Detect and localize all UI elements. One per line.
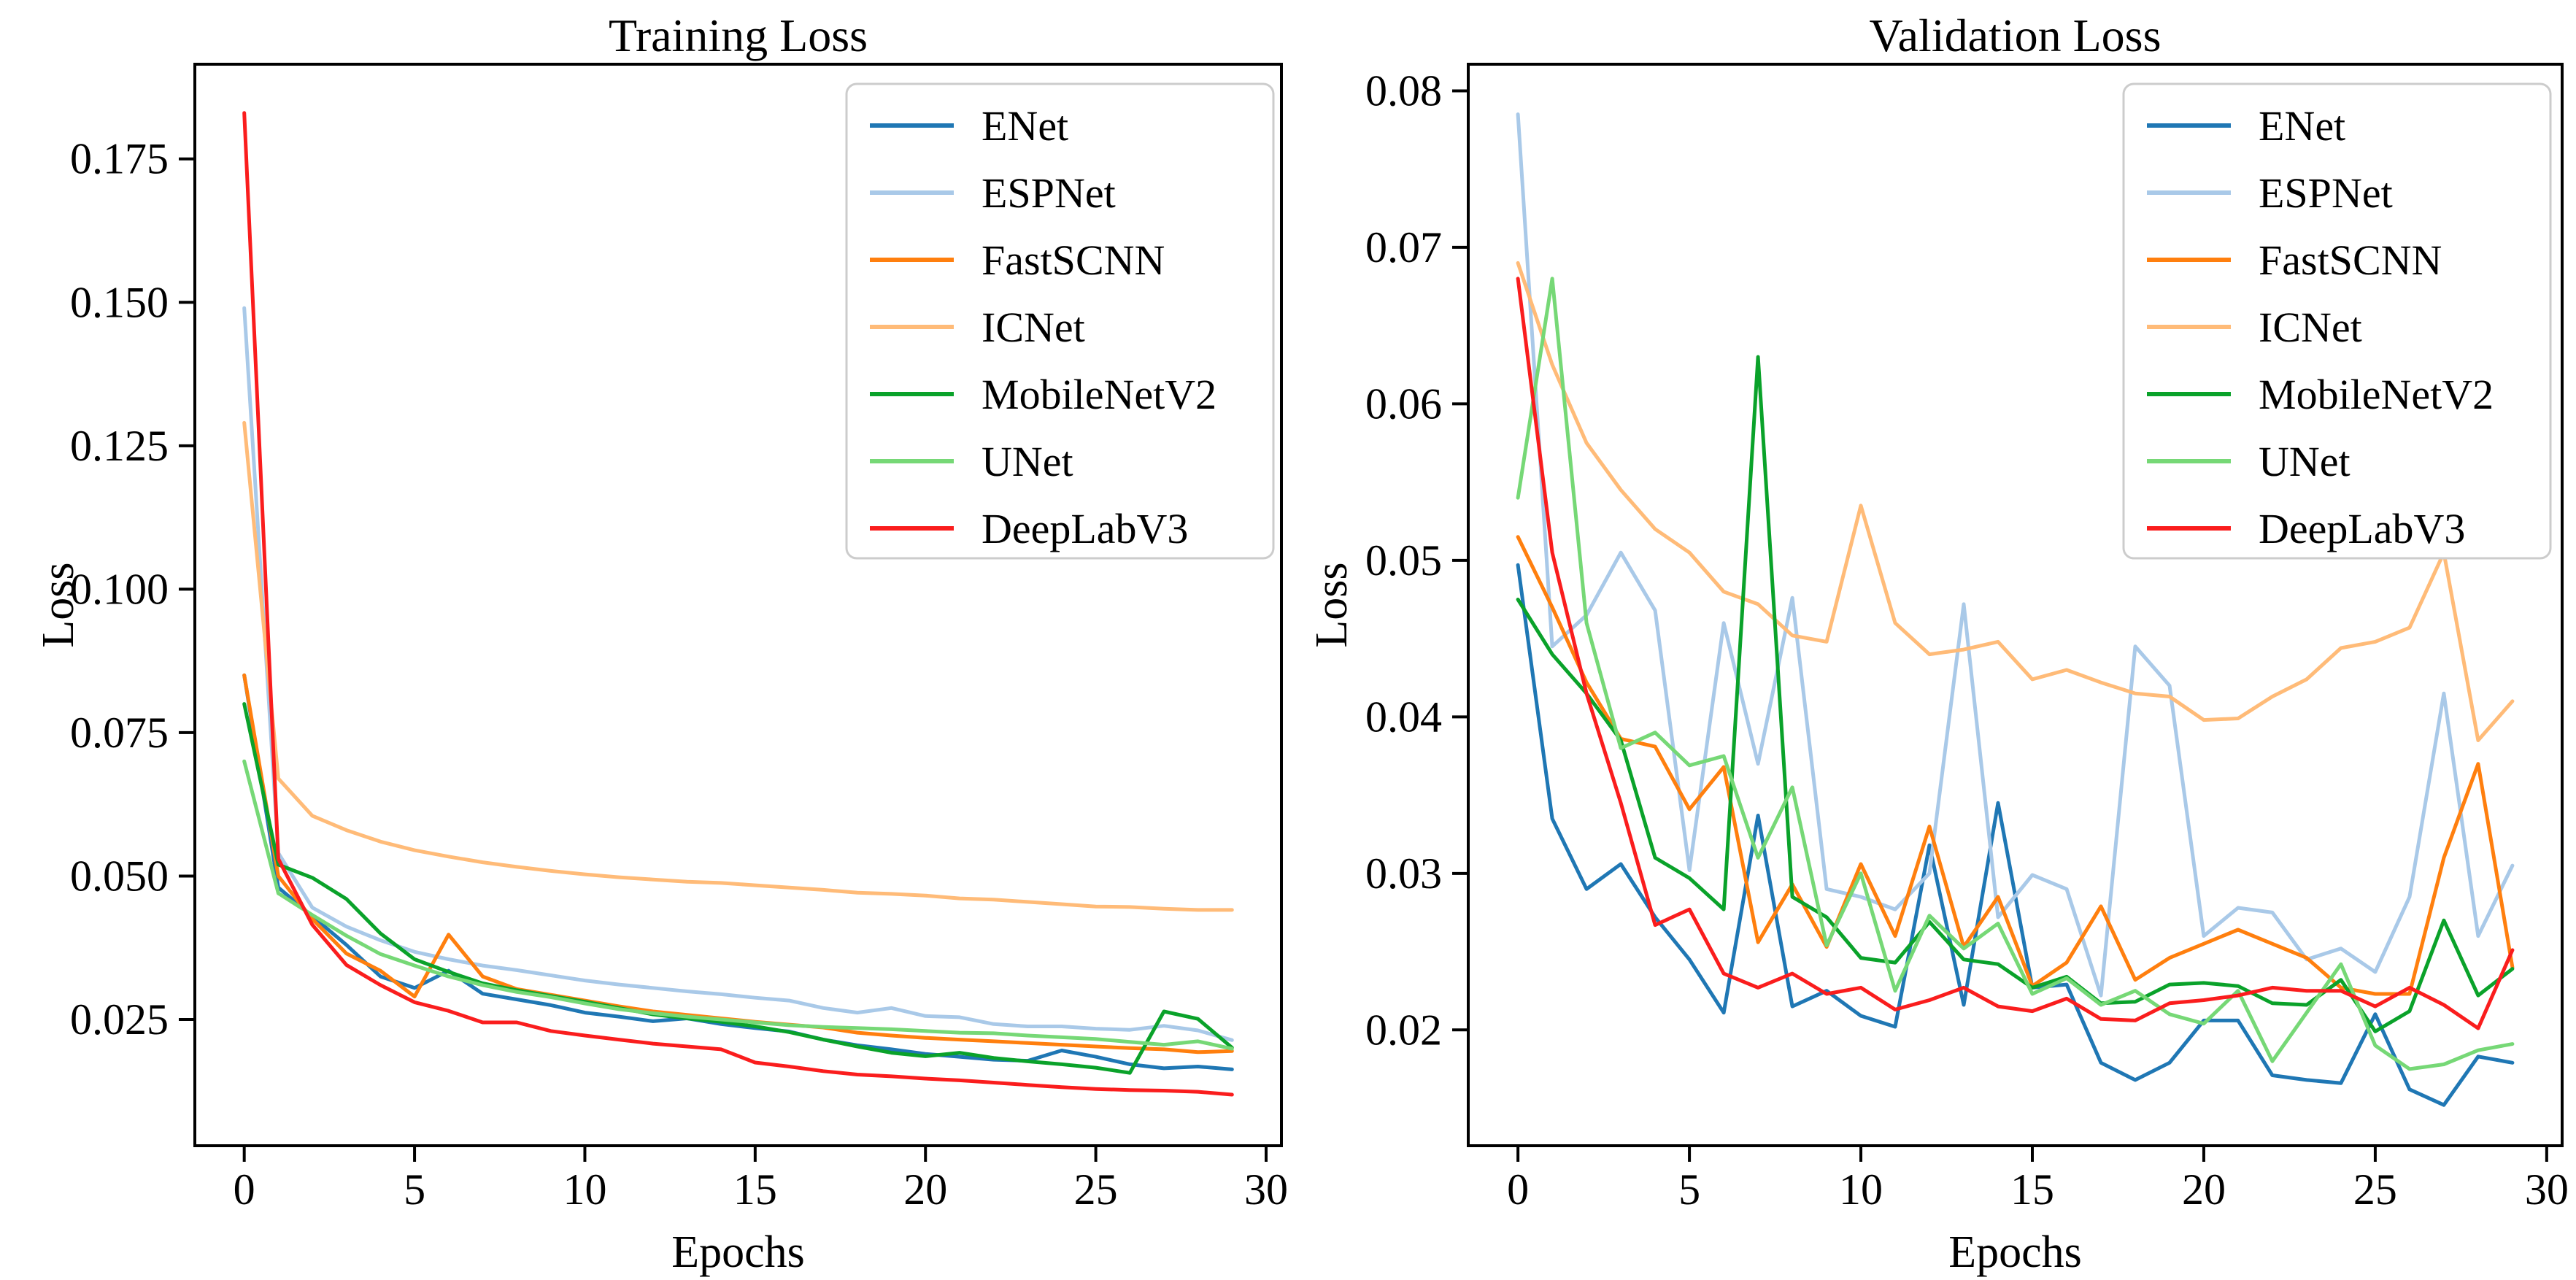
x-tick-label: 30 xyxy=(2525,1165,2569,1214)
series-line-DeepLabV3 xyxy=(1516,277,2515,1030)
legend-item-FastSCNN: FastSCNN xyxy=(2147,236,2442,284)
legend-label-ESPNet: ESPNet xyxy=(982,169,1116,217)
x-axis-label: Epochs xyxy=(1948,1227,2082,1277)
legend-label-FastSCNN: FastSCNN xyxy=(2259,236,2442,284)
validation-loss-panel: Validation Loss 0 5 10 15 20 25 30 0.02 0.03 0.04 0… xyxy=(1307,9,2569,1277)
legend-item-ENet: ENet xyxy=(2147,102,2345,150)
legend-item-MobileNetV2: MobileNetV2 xyxy=(2147,371,2494,418)
legend-label-ENet: ENet xyxy=(2259,102,2345,150)
series-line-UNet xyxy=(1516,277,2515,1071)
x-tick-label: 30 xyxy=(1244,1165,1288,1214)
legend-box xyxy=(845,82,1275,560)
series-line-ESPNet xyxy=(1516,112,2515,998)
series-line-MobileNetV2 xyxy=(1516,355,2515,1033)
legend-item-UNet: UNet xyxy=(2147,438,2351,485)
legend-label-ICNet: ICNet xyxy=(2259,304,2362,351)
plot-border xyxy=(193,63,1283,1147)
series-line-ENet xyxy=(242,673,1234,1071)
series-line-ICNet xyxy=(242,420,1234,912)
training-loss-panel: Training Loss 0 5 10 15 20 25 30 0.025 0.050 0.075… xyxy=(34,9,1288,1277)
series-line-DeepLabV3 xyxy=(242,111,1234,1097)
x-tick-label: 25 xyxy=(1074,1165,1118,1214)
series-line-ESPNet xyxy=(242,306,1234,1042)
plot-border xyxy=(1467,63,2564,1147)
x-tick-label: 5 xyxy=(1678,1165,1700,1214)
legend-item-MobileNetV2: MobileNetV2 xyxy=(870,371,1216,418)
y-tick-label: 0.05 xyxy=(1365,536,1442,585)
x-tick-label: 0 xyxy=(234,1165,255,1214)
series-line-UNet xyxy=(242,759,1234,1051)
legend-label-FastSCNN: FastSCNN xyxy=(982,236,1165,284)
legend-item-DeepLabV3: DeepLabV3 xyxy=(870,505,1188,552)
series-line-MobileNetV2 xyxy=(242,702,1234,1075)
x-tick-label: 20 xyxy=(2182,1165,2226,1214)
legend-label-UNet: UNet xyxy=(982,438,1073,485)
x-tick-label: 15 xyxy=(733,1165,777,1214)
legend-item-FastSCNN: FastSCNN xyxy=(870,236,1165,284)
legend-label-ENet: ENet xyxy=(982,102,1068,150)
y-tick-label: 0.175 xyxy=(70,135,169,183)
y-tick-label: 0.075 xyxy=(70,709,169,757)
y-tick-label: 0.150 xyxy=(70,278,169,326)
y-tick-label: 0.04 xyxy=(1365,693,1442,741)
chart-title: Training Loss xyxy=(609,9,868,61)
x-tick-label: 15 xyxy=(2010,1165,2054,1214)
y-tick-label: 0.02 xyxy=(1365,1006,1442,1054)
legend-box xyxy=(2122,82,2552,560)
legend-label-DeepLabV3: DeepLabV3 xyxy=(2259,505,2465,552)
y-tick-label: 0.08 xyxy=(1365,66,1442,115)
x-tick-label: 0 xyxy=(1507,1165,1529,1214)
series-line-ENet xyxy=(1516,563,2515,1107)
legend-item-UNet: UNet xyxy=(870,438,1073,485)
legend-item-ESPNet: ESPNet xyxy=(2147,169,2393,217)
legend: ENet ESPNet FastSCNN ICNet MobileNetV2 UNet De… xyxy=(845,82,1275,560)
legend-item-ICNet: ICNet xyxy=(870,304,1085,351)
x-tick-label: 5 xyxy=(404,1165,425,1214)
legend-item-DeepLabV3: DeepLabV3 xyxy=(2147,505,2465,552)
legend-label-UNet: UNet xyxy=(2259,438,2351,485)
legend-item-ENet: ENet xyxy=(870,102,1068,150)
legend: ENet ESPNet FastSCNN ICNet MobileNetV2 UNet De… xyxy=(2122,82,2552,560)
legend-label-MobileNetV2: MobileNetV2 xyxy=(2259,371,2494,418)
y-tick-label: 0.03 xyxy=(1365,849,1442,898)
x-axis-label: Epochs xyxy=(671,1227,805,1277)
legend-label-ESPNet: ESPNet xyxy=(2259,169,2393,217)
x-tick-label: 10 xyxy=(563,1165,606,1214)
series-line-FastSCNN xyxy=(1516,535,2515,996)
y-tick-label: 0.025 xyxy=(70,995,169,1044)
chart-title: Validation Loss xyxy=(1870,9,2162,61)
y-tick-label: 0.07 xyxy=(1365,223,1442,271)
x-tick-label: 25 xyxy=(2353,1165,2397,1214)
legend-label-DeepLabV3: DeepLabV3 xyxy=(982,505,1188,552)
legend-label-MobileNetV2: MobileNetV2 xyxy=(982,371,1216,418)
y-tick-label: 0.06 xyxy=(1365,379,1442,428)
legend-item-ICNet: ICNet xyxy=(2147,304,2362,351)
x-tick-label: 20 xyxy=(903,1165,947,1214)
legend-item-ESPNet: ESPNet xyxy=(870,169,1116,217)
series-line-ICNet xyxy=(1516,261,2515,742)
x-tick-label: 10 xyxy=(1839,1165,1883,1214)
y-tick-label: 0.050 xyxy=(70,852,169,900)
legend-label-ICNet: ICNet xyxy=(982,304,1085,351)
y-tick-label: 0.100 xyxy=(70,565,169,613)
y-axis-label: Loss xyxy=(1307,562,1357,647)
y-tick-label: 0.125 xyxy=(70,422,169,470)
y-axis-label: Loss xyxy=(34,562,83,647)
